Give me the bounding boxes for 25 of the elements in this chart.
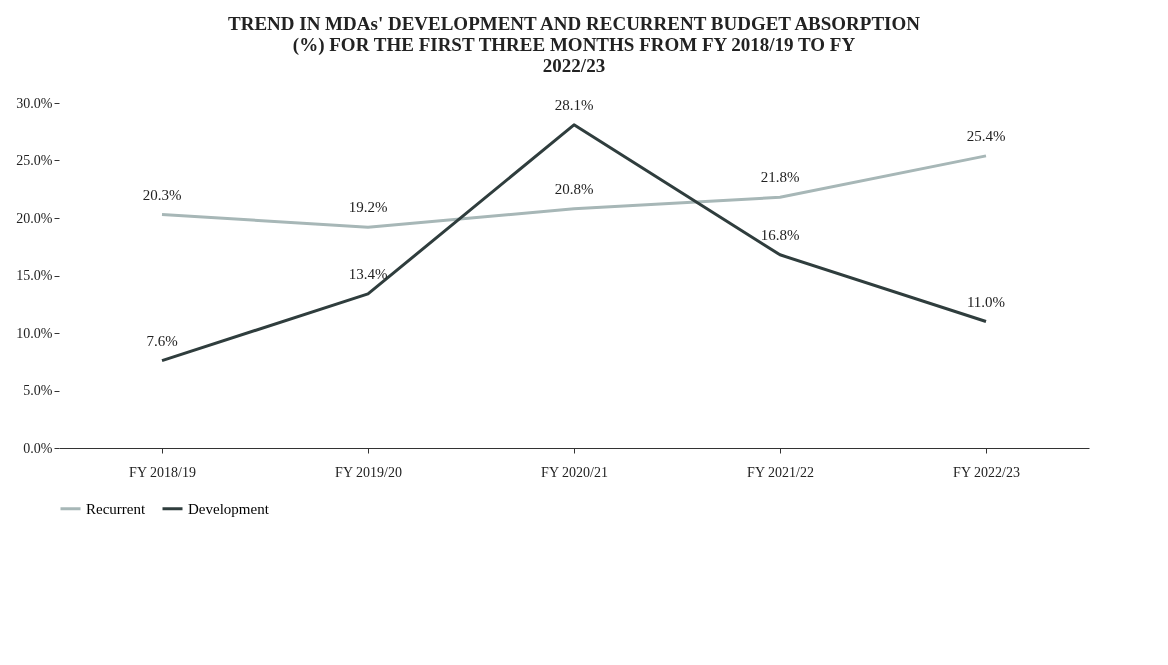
- x-tick-label: FY 2022/23: [953, 464, 1020, 480]
- y-tick-label: 0.0%: [23, 440, 53, 456]
- y-tick-label: 20.0%: [16, 210, 53, 226]
- data-label: 19.2%: [348, 199, 388, 216]
- data-label: 13.4%: [348, 265, 388, 282]
- x-tick-label: FY 2018/19: [129, 464, 196, 480]
- chart-title: TREND IN MDAs' DEVELOPMENT AND RECURRENT BUDGET ABSORPTION (%) FOR THE FIRST THREE MONTHS FROM FY 2018/19 TO FY 2022/23: [227, 13, 921, 76]
- data-label: 25.4%: [966, 127, 1006, 144]
- data-label: 16.8%: [760, 226, 800, 243]
- data-label: 11.0%: [966, 293, 1006, 310]
- data-label: 20.8%: [554, 180, 594, 197]
- data-label: 20.3%: [142, 186, 182, 203]
- y-tick-label: 10.0%: [16, 325, 53, 341]
- x-tick-label: FY 2021/22: [747, 464, 814, 480]
- y-tick-label: 5.0%: [23, 383, 53, 398]
- y-tick-label: 15.0%: [16, 268, 53, 283]
- data-label: 28.1%: [554, 96, 594, 113]
- x-tick-label: FY 2019/20: [335, 464, 402, 480]
- data-label: 21.8%: [760, 169, 800, 186]
- data-label: 7.6%: [146, 332, 178, 349]
- x-tick-label: FY 2020/21: [541, 464, 608, 480]
- y-tick-label: 30.0%: [16, 95, 53, 111]
- y-tick-label: 25.0%: [16, 153, 53, 168]
- legend-label: Recurrent: [86, 500, 146, 517]
- legend-label: Development: [188, 500, 270, 517]
